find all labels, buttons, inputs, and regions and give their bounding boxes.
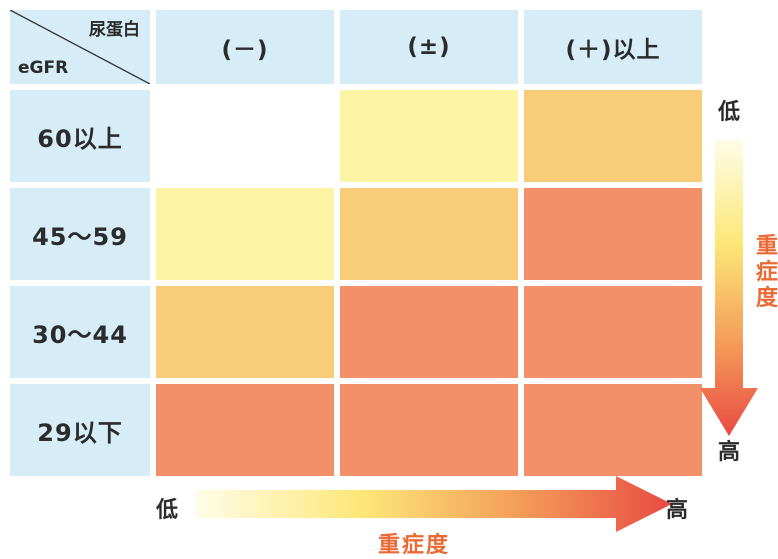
corner-diagonal bbox=[10, 10, 150, 84]
cell-60-trace bbox=[340, 90, 518, 182]
protein-axis-label: 尿蛋白 bbox=[89, 20, 140, 40]
cell-60-negative bbox=[156, 90, 334, 182]
cell-30-positive bbox=[524, 286, 702, 378]
col-header-trace: (±) bbox=[340, 10, 518, 84]
horizontal-high-label: 高 bbox=[666, 498, 689, 523]
row-header-45-59: 45～59 bbox=[10, 188, 150, 280]
vertical-low-label: 低 bbox=[718, 100, 741, 125]
horizontal-low-label: 低 bbox=[156, 498, 179, 523]
vertical-severity-scale: 低 高 重症度 bbox=[700, 86, 778, 466]
col-header-negative: (－) bbox=[156, 10, 334, 84]
row-header-30-44: 30～44 bbox=[10, 286, 150, 378]
cell-29-negative bbox=[156, 384, 334, 476]
vertical-arrow bbox=[700, 140, 758, 436]
cell-45-trace bbox=[340, 188, 518, 280]
cell-29-positive bbox=[524, 384, 702, 476]
cell-30-negative bbox=[156, 286, 334, 378]
egfr-axis-label: eGFR bbox=[18, 58, 69, 78]
cell-60-positive bbox=[524, 90, 702, 182]
severity-grid: 尿蛋白 eGFR (－) (±) (＋)以上 60以上 45～59 30～44 … bbox=[10, 10, 702, 476]
vertical-severity-label: 重症度 bbox=[756, 234, 778, 311]
horizontal-severity-scale: 低 高 重症度 bbox=[150, 470, 710, 558]
horizontal-arrow bbox=[196, 476, 672, 532]
cell-29-trace bbox=[340, 384, 518, 476]
cell-45-negative bbox=[156, 188, 334, 280]
horizontal-severity-label: 重症度 bbox=[378, 533, 451, 558]
row-header-29-below: 29以下 bbox=[10, 384, 150, 476]
cell-45-positive bbox=[524, 188, 702, 280]
corner-header: 尿蛋白 eGFR bbox=[10, 10, 150, 84]
col-header-positive: (＋)以上 bbox=[524, 10, 702, 84]
vertical-high-label: 高 bbox=[718, 440, 741, 465]
row-header-60-plus: 60以上 bbox=[10, 90, 150, 182]
cell-30-trace bbox=[340, 286, 518, 378]
